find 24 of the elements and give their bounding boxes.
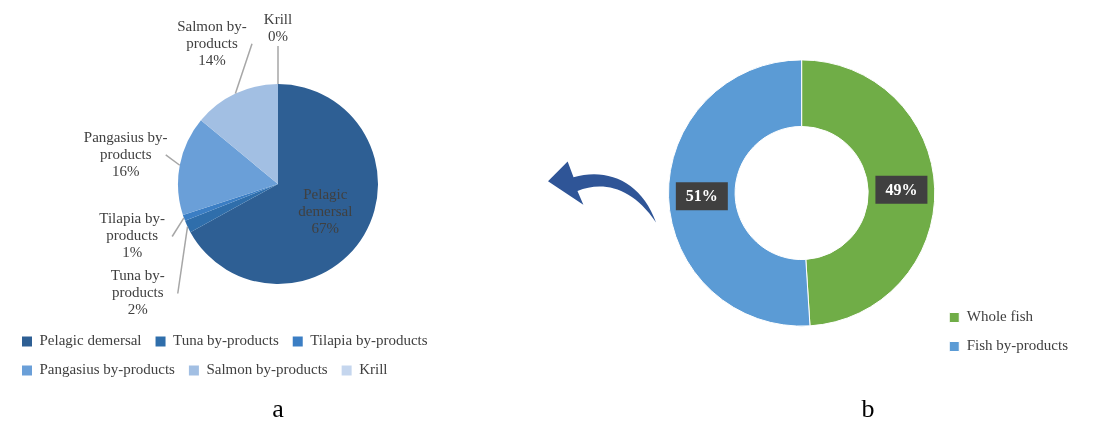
slice-label: Pelagic demersal [298, 185, 353, 219]
data-label: 14% [198, 51, 226, 68]
legend-label: Tilapia by-products [310, 332, 428, 349]
data-label: 51% [685, 187, 718, 205]
data-label: 67% [311, 219, 340, 236]
legend-label: Pelagic demersal [39, 332, 142, 349]
data-label: 16% [112, 162, 140, 179]
text: 0% [268, 28, 288, 45]
slice-label: Tuna by-products [110, 267, 165, 301]
slice-label: Tilapia by-products [99, 210, 166, 244]
category-label: Krill [263, 11, 293, 28]
legend-label: Whole fish [966, 308, 1034, 325]
legend-label: Pangasius by-products [39, 361, 176, 378]
slice-label: Pangasius by-products [83, 128, 168, 162]
legend-label: Fish by-products [966, 337, 1069, 354]
legend-label: Tuna by-products [173, 332, 279, 349]
data-label: 49% [885, 181, 918, 198]
legend-label: Salmon by-products [206, 361, 328, 378]
data-label: 2% [127, 301, 148, 318]
data-label: 1% [122, 244, 143, 261]
text: a [272, 394, 284, 424]
legend-label: Krill [359, 361, 388, 378]
slice-label: Salmon by-products [177, 17, 247, 51]
text: b [861, 394, 875, 424]
